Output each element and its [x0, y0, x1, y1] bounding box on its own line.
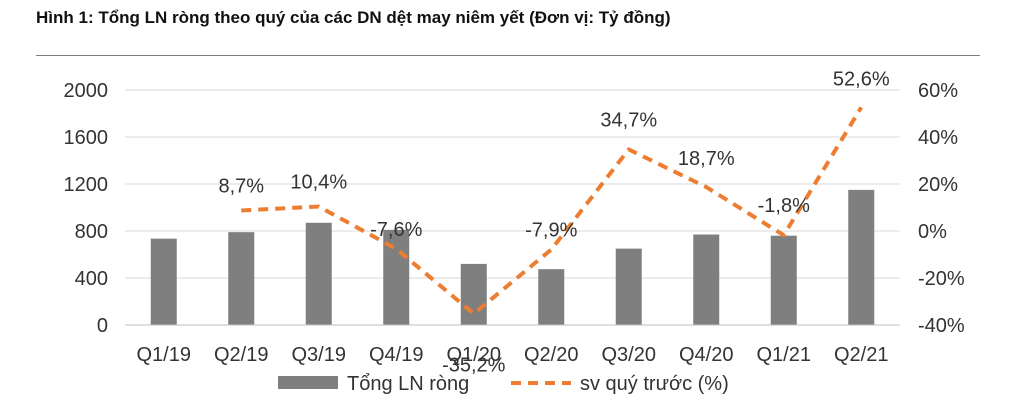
bar [848, 189, 875, 325]
data-label: -7,6% [370, 219, 422, 241]
figure-title: Hình 1: Tổng LN ròng theo quý của các DN… [36, 8, 671, 27]
x-tick-label: Q4/19 [369, 344, 423, 366]
data-label: 10,4% [290, 172, 347, 194]
x-tick-label: Q4/20 [679, 344, 733, 366]
legend-line-label: sv quý trước (%) [580, 373, 729, 395]
title-rule [36, 55, 980, 56]
y2-tick-label: 60% [918, 80, 958, 102]
bar [305, 222, 332, 325]
y2-tick-label: 40% [918, 127, 958, 149]
data-label: 52,6% [833, 68, 890, 90]
y-tick-label: 1200 [64, 174, 109, 196]
y2-tick-label: 20% [918, 174, 958, 196]
x-tick-label: Q1/20 [447, 344, 501, 366]
bar [615, 248, 642, 325]
x-tick-label: Q1/19 [137, 344, 191, 366]
bar [150, 238, 177, 325]
bar [460, 263, 487, 325]
data-label: 8,7% [218, 176, 264, 198]
data-label: -1,8% [758, 195, 810, 217]
bar [693, 234, 720, 325]
x-tick-label: Q2/20 [524, 344, 578, 366]
x-tick-label: Q2/19 [214, 344, 268, 366]
y-tick-label: 800 [75, 221, 108, 243]
legend-bar-swatch [278, 376, 338, 389]
y-tick-label: 1600 [64, 127, 109, 149]
x-tick-label: Q3/19 [292, 344, 346, 366]
data-label: -35,2% [442, 355, 506, 377]
data-label: -7,9% [525, 220, 577, 242]
y-tick-label: 400 [75, 268, 108, 290]
bar [538, 269, 565, 325]
growth-line [241, 106, 863, 316]
y2-tick-label: -20% [918, 268, 965, 290]
y2-tick-label: -40% [918, 315, 965, 337]
x-tick-label: Q1/21 [757, 344, 811, 366]
legend-bar-label: Tổng LN ròng [347, 373, 469, 395]
data-label: 18,7% [678, 148, 735, 170]
y-tick-label: 0 [97, 315, 108, 337]
y-tick-label: 2000 [64, 80, 109, 102]
x-tick-label: Q2/21 [834, 344, 888, 366]
bar [228, 232, 255, 325]
bar [770, 235, 797, 325]
x-tick-label: Q3/20 [602, 344, 656, 366]
y2-tick-label: 0% [918, 221, 947, 243]
data-label: 34,7% [600, 109, 657, 131]
